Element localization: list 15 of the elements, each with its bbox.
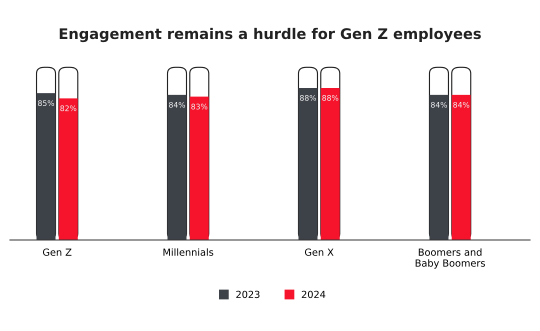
bar xyxy=(36,93,56,240)
legend-label: 2024 xyxy=(302,290,326,298)
bar xyxy=(190,96,209,240)
bar xyxy=(298,88,318,240)
legend-label: 2023 xyxy=(236,290,260,298)
bar xyxy=(58,98,78,240)
x-tick-label: Gen X xyxy=(304,248,334,256)
bar xyxy=(168,94,186,240)
chart-title: Engagement remains a hurdle for Gen Z employees xyxy=(60,28,481,42)
x-tick-label: Boomers and Baby Boomers xyxy=(416,248,485,269)
bar xyxy=(429,94,448,240)
bar xyxy=(452,94,471,240)
bar xyxy=(320,88,340,240)
x-tick-label: Gen Z xyxy=(42,248,72,256)
x-tick-label: Millennials xyxy=(163,248,214,256)
